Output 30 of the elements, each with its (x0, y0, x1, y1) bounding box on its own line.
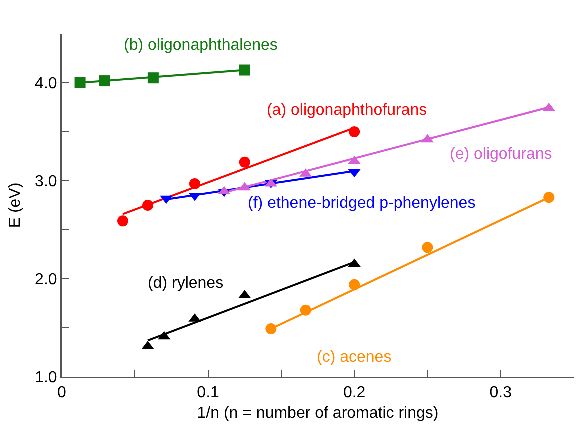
point (239, 64, 250, 76)
y-tick-label: 4.0 (35, 76, 58, 93)
point (118, 216, 128, 227)
series-label: (e) oligofurans (450, 146, 552, 163)
point (300, 304, 312, 316)
x-tick-label: 0.2 (343, 384, 366, 402)
point (74, 78, 86, 88)
point (148, 72, 159, 84)
point (422, 242, 434, 254)
x-tick-label: 0.3 (490, 384, 512, 402)
point (544, 192, 555, 204)
series-label: (f) ethene-bridged p-phenylenes (248, 195, 476, 212)
series-label: (a) oligonaphthofurans (267, 102, 428, 119)
point (239, 156, 250, 168)
text: (c) acenes (317, 349, 392, 366)
point (142, 200, 154, 211)
series-label: (b) oligonaphthalenes (124, 37, 278, 54)
y-tick-label: 2.0 (35, 272, 58, 289)
point (266, 323, 277, 334)
point (349, 126, 360, 138)
point (189, 178, 200, 190)
y-tick-label: 1.0 (35, 370, 58, 387)
series-label: (d) rylenes (148, 275, 224, 292)
point (100, 76, 111, 87)
x-axis-title: 1/n (n = number of aromatic rings) (197, 405, 439, 422)
x-tick-label: 0.1 (197, 384, 220, 402)
x-tick-label: 0 (58, 384, 67, 402)
y-axis-title: E (eV) (7, 182, 24, 228)
y-tick-label: 3.0 (35, 174, 58, 191)
point (349, 279, 360, 290)
